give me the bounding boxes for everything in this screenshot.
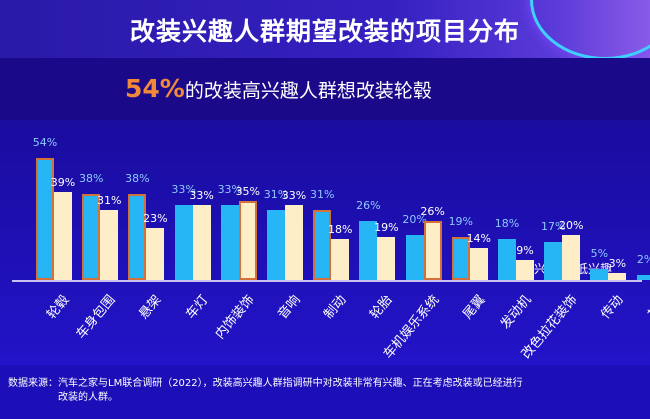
label-high-3: 33% bbox=[171, 183, 196, 197]
header-banner bbox=[0, 0, 650, 60]
subtitle-band bbox=[0, 58, 650, 122]
label-low-0: 39% bbox=[50, 175, 76, 189]
bar-high-6 bbox=[313, 209, 332, 280]
bar-low-3 bbox=[192, 205, 211, 280]
category-label-1: 车身包围 bbox=[73, 292, 119, 343]
bar-low-0 bbox=[54, 191, 72, 280]
bar-low-10 bbox=[516, 259, 534, 280]
bar-low-8 bbox=[423, 221, 442, 280]
label-high-2: 38% bbox=[125, 172, 150, 186]
label-low-1: 31% bbox=[96, 193, 122, 207]
label-low-6: 18% bbox=[327, 223, 353, 237]
bar-low-9 bbox=[469, 248, 488, 280]
bar-low-12 bbox=[608, 273, 627, 280]
subtitle-highlight: 54% bbox=[125, 74, 185, 103]
category-label-13: 其他 bbox=[644, 292, 650, 323]
label-high-12: 5% bbox=[590, 246, 609, 260]
category-label-0: 轮毂 bbox=[44, 292, 73, 323]
bar-low-4 bbox=[238, 200, 257, 280]
category-label-6: 制动 bbox=[321, 292, 350, 323]
label-high-11: 17% bbox=[540, 219, 566, 233]
label-high-0: 54% bbox=[32, 135, 58, 149]
bar-high-0 bbox=[36, 157, 54, 280]
label-high-5: 31% bbox=[263, 187, 289, 201]
label-low-8: 26% bbox=[420, 205, 445, 219]
bar-high-13 bbox=[636, 275, 650, 280]
subtitle: 54%的改装高兴趣人群想改装轮毂 bbox=[125, 74, 432, 103]
label-low-13: 1% bbox=[644, 262, 650, 275]
label-low-3: 33% bbox=[189, 189, 214, 203]
label-low-5: 33% bbox=[281, 189, 307, 203]
label-low-9: 14% bbox=[466, 232, 492, 246]
label-low-10: 9% bbox=[516, 243, 534, 257]
label-low-2: 23% bbox=[143, 212, 168, 226]
category-label-9: 尾翼 bbox=[460, 292, 489, 323]
bar-high-11 bbox=[544, 241, 563, 280]
label-high-9: 19% bbox=[448, 215, 474, 229]
x-axis bbox=[12, 280, 642, 282]
bar-high-4 bbox=[220, 205, 239, 280]
bar-low-6 bbox=[331, 239, 350, 280]
bar-high-12 bbox=[590, 268, 609, 280]
label-high-8: 20% bbox=[402, 212, 427, 226]
bar-low-11 bbox=[562, 234, 581, 280]
label-high-1: 38% bbox=[78, 172, 104, 186]
category-label-3: 车灯 bbox=[182, 292, 212, 323]
label-high-10: 18% bbox=[494, 217, 520, 231]
bar-high-8 bbox=[405, 234, 424, 280]
bar-chart: 高兴趣 低兴趣 54%39%轮毂38%31%车身包围38%23%悬架33%33%… bbox=[0, 120, 650, 365]
label-low-7: 19% bbox=[374, 221, 399, 235]
label-high-6: 31% bbox=[309, 187, 335, 201]
bar-low-1 bbox=[100, 209, 119, 280]
label-high-7: 26% bbox=[356, 199, 381, 213]
bar-high-10 bbox=[498, 239, 516, 280]
bar-high-9 bbox=[451, 237, 470, 280]
bar-high-2 bbox=[128, 194, 147, 280]
category-label-2: 悬架 bbox=[136, 292, 165, 323]
page-title: 改装兴趣人群期望改装的项目分布 bbox=[129, 17, 520, 46]
bar-low-7 bbox=[377, 237, 396, 280]
category-label-12: 传动 bbox=[598, 292, 627, 323]
bar-low-2 bbox=[146, 228, 165, 280]
category-label-5: 音响 bbox=[275, 292, 304, 323]
category-label-7: 轮胎 bbox=[367, 292, 396, 323]
label-low-4: 35% bbox=[235, 184, 261, 198]
label-low-12: 3% bbox=[608, 257, 627, 271]
label-low-11: 20% bbox=[558, 218, 584, 232]
subtitle-text: 的改装高兴趣人群想改装轮毂 bbox=[184, 80, 432, 102]
bar-high-5 bbox=[267, 209, 285, 280]
bar-high-3 bbox=[174, 205, 193, 280]
bar-high-1 bbox=[82, 194, 101, 280]
category-label-10: 发动机 bbox=[497, 292, 535, 333]
data-source-note: 数据来源：汽车之家与LM联合调研（2022），改装高兴趣人群指调研中对改装非常有… bbox=[8, 378, 523, 403]
label-high-4: 33% bbox=[217, 183, 243, 197]
bar-high-7 bbox=[359, 221, 378, 280]
category-label-4: 内饰装饰 bbox=[212, 292, 258, 343]
bar-low-5 bbox=[285, 205, 303, 280]
label-high-13: 2% bbox=[636, 253, 650, 267]
